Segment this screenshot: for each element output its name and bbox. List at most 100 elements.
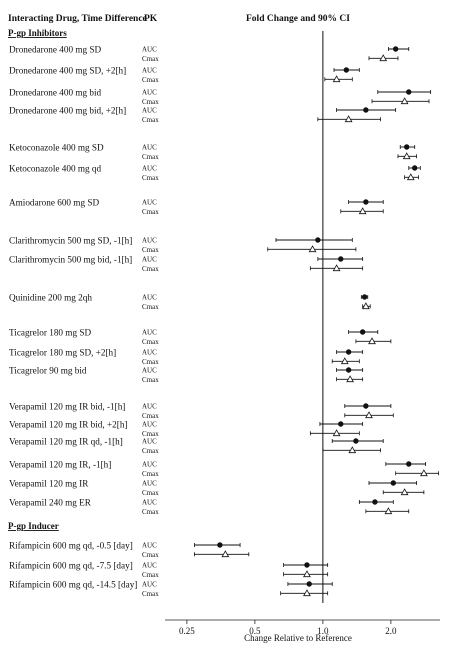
drug-label: Verapamil 240 mg ER <box>9 498 92 508</box>
pk-label: AUC <box>142 165 157 173</box>
drug-label: Ticagrelor 90 mg bid <box>9 366 87 376</box>
pk-label: Cmax <box>142 447 159 455</box>
drug-label: Quinidine 200 mg 2qh <box>9 293 92 303</box>
pk-label: Cmax <box>142 116 159 124</box>
cmax-point <box>332 264 341 272</box>
auc-point <box>390 480 396 486</box>
auc-point <box>304 562 310 568</box>
auc-point <box>363 107 369 113</box>
pk-label: AUC <box>142 438 157 446</box>
cmax-point <box>419 469 428 477</box>
pk-label: AUC <box>142 349 157 357</box>
pk-label: Cmax <box>142 265 159 273</box>
plot-content: 0.25 0.5 1.0 2.0 P-gp Inhibitors Dronedarone … <box>8 28 439 636</box>
drug-label: Verapamil 120 mg IR <box>9 479 89 489</box>
drug-label: Dronedarone 400 mg bid, +2[h] <box>9 106 126 116</box>
pk-label: AUC <box>142 367 157 375</box>
auc-point <box>343 67 350 73</box>
drug-label: Amiodarone 600 mg SD <box>9 198 99 208</box>
auc-point <box>403 144 410 150</box>
drug-label: Clarithromycin 500 mg bid, -1[h] <box>9 255 132 265</box>
cmax-point <box>358 207 367 215</box>
pk-label: Cmax <box>142 246 159 254</box>
pk-label: AUC <box>142 581 157 589</box>
pk-label: AUC <box>142 107 157 115</box>
pk-label: Cmax <box>142 338 159 346</box>
pk-label: Cmax <box>142 358 159 366</box>
x-tick-label: 1.0 <box>317 626 329 636</box>
cmax-point <box>340 357 349 365</box>
pk-label: AUC <box>142 199 157 207</box>
auc-point <box>345 349 352 355</box>
auc-point <box>306 581 312 587</box>
pk-label: Cmax <box>142 55 159 63</box>
cmax-point <box>221 550 230 558</box>
x-tick-label: 0.5 <box>249 626 261 636</box>
auc-point <box>338 256 344 262</box>
pk-label: Cmax <box>142 571 159 579</box>
pk-label: Cmax <box>142 153 159 161</box>
pk-label: Cmax <box>142 412 159 420</box>
cmax-point <box>348 446 357 454</box>
cmax-point <box>332 75 341 83</box>
cmax-point <box>402 152 411 160</box>
pk-label: AUC <box>142 542 157 550</box>
auc-point <box>345 367 352 373</box>
auc-point <box>361 294 368 300</box>
drug-label: Verapamil 120 mg IR, -1[h] <box>9 460 111 470</box>
pk-label: Cmax <box>142 376 159 384</box>
pk-label: Cmax <box>142 98 159 106</box>
pk-label: AUC <box>142 256 157 264</box>
pk-label: AUC <box>142 237 157 245</box>
pk-label: AUC <box>142 89 157 97</box>
cmax-point <box>384 507 393 515</box>
group-title: P-gp Inducer <box>8 521 59 531</box>
drug-label: Verapamil 120 mg IR qd, -1[h] <box>9 437 123 447</box>
drug-label: Dronedarone 400 mg SD <box>9 45 101 55</box>
cmax-point <box>303 570 311 578</box>
pk-label: Cmax <box>142 76 159 84</box>
header-drug-label: Interacting Drug, Time Difference <box>8 14 147 24</box>
header-effect-label: Fold Change and 90% CI <box>246 14 350 24</box>
cmax-point <box>346 375 355 383</box>
pk-label: Cmax <box>142 489 159 497</box>
cmax-point <box>308 245 317 253</box>
pk-label: AUC <box>142 421 157 429</box>
auc-point <box>359 329 366 335</box>
pk-label: Cmax <box>142 208 159 216</box>
cmax-point <box>303 589 311 597</box>
drug-label: Rifampicin 600 mg qd, -0.5 [day] <box>9 541 133 551</box>
drug-label: Clarithromycin 500 mg SD, -1[h] <box>9 236 132 246</box>
cmax-point <box>379 54 388 62</box>
cmax-point <box>365 411 373 419</box>
auc-point <box>406 89 412 95</box>
auc-point <box>363 199 369 205</box>
drug-label: Dronedarone 400 mg SD, +2[h] <box>9 66 126 76</box>
drug-label: Ketoconazole 400 mg qd <box>9 164 102 174</box>
pk-label: Cmax <box>142 470 159 478</box>
pk-label: AUC <box>142 562 157 570</box>
pk-label: AUC <box>142 403 157 411</box>
pk-label: AUC <box>142 144 157 152</box>
cmax-point <box>332 429 341 437</box>
auc-point <box>392 46 399 52</box>
pk-label: Cmax <box>142 430 159 438</box>
auc-point <box>363 403 369 409</box>
cmax-point <box>400 97 409 105</box>
pk-label: AUC <box>142 67 157 75</box>
x-axis-title: Change Relative to Reference <box>244 633 352 643</box>
header-pk-label: PK <box>144 14 158 24</box>
drug-label: Ketoconazole 400 mg SD <box>9 143 104 153</box>
pk-label: AUC <box>142 480 157 488</box>
pk-label: Cmax <box>142 303 159 311</box>
pk-label: AUC <box>142 499 157 507</box>
drug-label: Verapamil 120 mg IR bid, -1[h] <box>9 402 125 412</box>
auc-point <box>315 237 321 243</box>
pk-label: Cmax <box>142 508 159 516</box>
auc-point <box>412 165 418 171</box>
cmax-point <box>361 302 370 310</box>
drug-label: Ticagrelor 180 mg SD <box>9 328 91 338</box>
pk-label: Cmax <box>142 551 159 559</box>
drug-label: Ticagrelor 180 mg SD, +2[h] <box>9 348 116 358</box>
